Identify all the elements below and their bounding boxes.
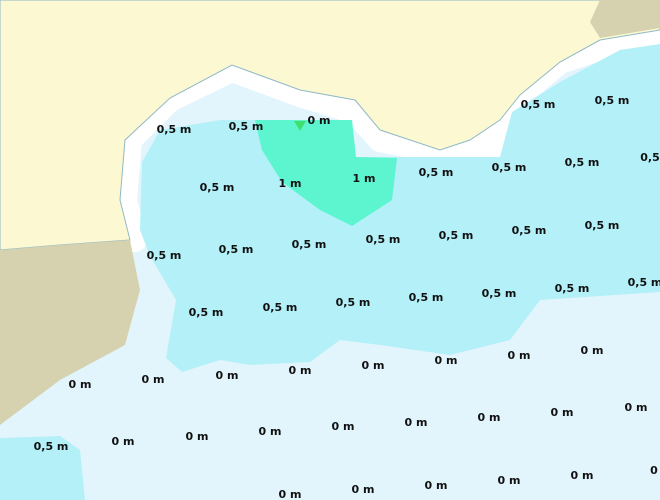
wave-height-label: 0 m xyxy=(332,420,355,433)
wave-height-label: 0,5 m xyxy=(366,233,401,246)
wave-height-label: 0,5 m xyxy=(585,219,620,232)
wave-height-label: 0,5 m xyxy=(409,291,444,304)
wave-height-label: 0,5 m xyxy=(439,229,474,242)
wave-height-label: 0,5 m xyxy=(482,287,517,300)
wave-height-label: 0,5 m xyxy=(229,120,264,133)
wave-height-label: 0 m xyxy=(508,349,531,362)
land-dark xyxy=(0,240,140,425)
wave-height-label: 0 m xyxy=(186,430,209,443)
wave-height-label: 0,5 m xyxy=(628,276,660,289)
wave-height-label: 0,5 m xyxy=(492,161,527,174)
wave-height-label: 0 m xyxy=(259,425,282,438)
wave-height-label: 0,5 m xyxy=(147,249,182,262)
sea-one-meter xyxy=(255,120,397,226)
wave-height-label: 0,5 m xyxy=(565,156,600,169)
wave-height-label: 0,5 m xyxy=(263,301,298,314)
wave-height-label: 0,5 m xyxy=(200,181,235,194)
wave-height-label: 0 m xyxy=(112,435,135,448)
wave-height-label: 0,5 m xyxy=(595,94,630,107)
wave-height-label: 0,5 m xyxy=(189,306,224,319)
wave-height-label: 0,5 m xyxy=(292,238,327,251)
wave-height-label: 0 m xyxy=(352,483,375,496)
wave-height-label: 0 m xyxy=(551,406,574,419)
label-layer: 0,5 m 0,5 m 0 m 0,5 m 0,5 m 0,5 m 0,5 m 0,5 m 0,… xyxy=(34,94,660,500)
wave-height-label: 0,5 m xyxy=(555,282,590,295)
wave-height-label: 0 m xyxy=(478,411,501,424)
wave-height-label: 0 m xyxy=(435,354,458,367)
wave-height-label: 0 xyxy=(650,464,658,477)
wave-height-label: 0 m xyxy=(216,369,239,382)
sea-half-meter xyxy=(0,436,85,500)
wave-height-label: 0 m xyxy=(405,416,428,429)
wave-height-label: 0 m xyxy=(308,114,331,127)
wave-height-label: 1 m xyxy=(279,177,302,190)
wave-height-label: 0,5 m xyxy=(512,224,547,237)
wave-height-label: 0 m xyxy=(69,378,92,391)
wave-height-label: 0,5 m xyxy=(521,98,556,111)
wave-height-label: 0,5 m xyxy=(219,243,254,256)
wave-height-label: 0,5 xyxy=(640,151,660,164)
wave-height-label: 0 m xyxy=(425,479,448,492)
land xyxy=(0,0,660,251)
wave-height-label: 0 m xyxy=(581,344,604,357)
wave-height-label: 0 m xyxy=(625,401,648,414)
wave-height-label: 0 m xyxy=(571,469,594,482)
wave-height-label: 1 m xyxy=(353,172,376,185)
wave-height-label: 0 m xyxy=(498,474,521,487)
wave-height-label: 0,5 m xyxy=(157,123,192,136)
wave-height-label: 0,5 m xyxy=(419,166,454,179)
wave-height-label: 0,5 m xyxy=(336,296,371,309)
sea-zero-marker xyxy=(294,121,306,131)
wave-height-label: 0 m xyxy=(142,373,165,386)
wave-height-label: 0,5 m xyxy=(34,440,69,453)
wave-height-label: 0 m xyxy=(279,488,302,500)
land-dark xyxy=(590,0,660,38)
wave-height-label: 0 m xyxy=(289,364,312,377)
wave-height-label: 0 m xyxy=(362,359,385,372)
